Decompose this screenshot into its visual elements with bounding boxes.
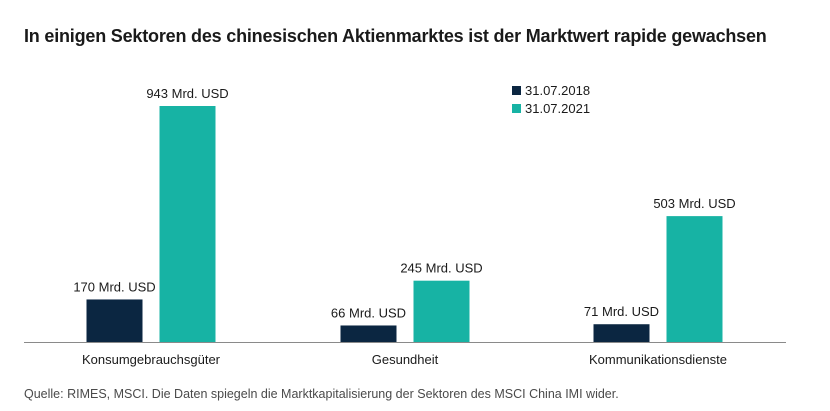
bar-31-07-2018-2 bbox=[593, 324, 650, 342]
legend-label-31-07-2018: 31.07.2018 bbox=[525, 83, 590, 98]
legend-label-31-07-2021: 31.07.2021 bbox=[525, 101, 590, 116]
legend-swatch-31-07-2018 bbox=[512, 86, 521, 95]
x-tick-label-0: Konsumgebrauchsgüter bbox=[82, 352, 221, 367]
bar-31-07-2021-0 bbox=[159, 106, 216, 342]
data-label-31-07-2018-2: 71 Mrd. USD bbox=[584, 304, 659, 319]
bar-31-07-2018-1 bbox=[340, 325, 397, 342]
data-label-31-07-2018-0: 170 Mrd. USD bbox=[73, 279, 155, 294]
bar-31-07-2018-0 bbox=[86, 299, 143, 342]
data-label-31-07-2021-2: 503 Mrd. USD bbox=[653, 196, 735, 211]
source-note: Quelle: RIMES, MSCI. Die Daten spiegeln … bbox=[24, 387, 619, 401]
data-label-31-07-2018-1: 66 Mrd. USD bbox=[331, 305, 406, 320]
chart-title: In einigen Sektoren des chinesischen Akt… bbox=[24, 26, 767, 46]
x-tick-label-1: Gesundheit bbox=[372, 352, 439, 367]
data-label-31-07-2021-0: 943 Mrd. USD bbox=[146, 86, 228, 101]
x-tick-label-2: Kommunikationsdienste bbox=[589, 352, 727, 367]
data-label-31-07-2021-1: 245 Mrd. USD bbox=[400, 261, 482, 276]
bar-31-07-2021-2 bbox=[666, 216, 723, 342]
bar-31-07-2021-1 bbox=[413, 280, 470, 342]
legend-swatch-31-07-2021 bbox=[512, 104, 521, 113]
